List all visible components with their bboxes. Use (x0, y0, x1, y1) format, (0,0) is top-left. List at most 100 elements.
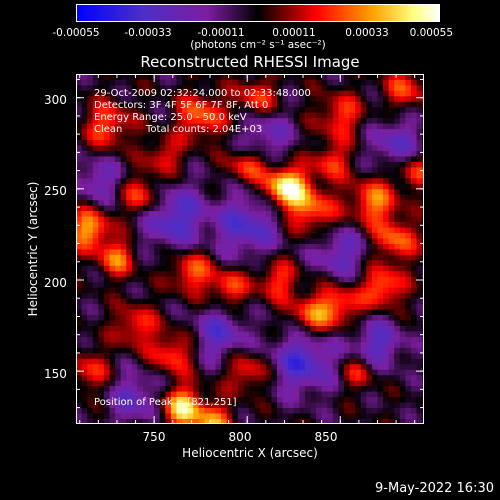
heatmap-cell (299, 172, 306, 179)
heatmap-cell (187, 95, 194, 102)
heatmap-cell (243, 331, 250, 337)
heatmap-cell (316, 309, 323, 316)
heatmap-cell (142, 259, 149, 266)
heatmap-cell (343, 95, 350, 102)
heatmap-cell (109, 281, 116, 288)
heatmap-cell (383, 292, 390, 299)
heatmap-cell (226, 352, 233, 359)
heatmap-cell (87, 177, 94, 184)
heatmap-cell (271, 210, 278, 217)
heatmap-cell (288, 139, 295, 146)
heatmap-cell (366, 413, 373, 419)
heatmap-cell (338, 90, 345, 97)
heatmap-cell (327, 407, 334, 414)
heatmap-cell (249, 216, 256, 223)
heatmap-cell (232, 314, 239, 321)
heatmap-cell (137, 270, 144, 277)
heatmap-cell (338, 396, 345, 403)
heatmap-cell (204, 331, 211, 337)
heatmap-cell (126, 194, 133, 201)
heatmap-cell (332, 216, 339, 223)
heatmap-cell (355, 358, 362, 365)
heatmap-cell (349, 238, 356, 244)
heatmap-cell (182, 84, 189, 91)
heatmap-cell (383, 161, 390, 168)
heatmap-cell (293, 243, 300, 250)
heatmap-cell (226, 336, 233, 343)
heatmap-cell (394, 336, 401, 343)
heatmap-cell (349, 402, 356, 408)
heatmap-cell (109, 243, 116, 250)
heatmap-cell (371, 402, 378, 408)
heatmap-cell (416, 177, 423, 184)
heatmap-cell (92, 216, 99, 223)
heatmap-cell (338, 331, 345, 337)
heatmap-cell (237, 205, 244, 212)
heatmap-cell (260, 216, 267, 223)
heatmap-cell (405, 341, 412, 348)
heatmap-cell (103, 249, 110, 255)
heatmap-cell (226, 265, 233, 272)
heatmap-cell (288, 106, 295, 113)
heatmap-cell (176, 347, 183, 354)
heatmap-cell (332, 259, 339, 266)
heatmap-cell (98, 243, 105, 250)
heatmap-cell (215, 369, 222, 376)
heatmap-cell (377, 292, 384, 299)
heatmap-cell (154, 183, 161, 190)
heatmap-cell (371, 150, 378, 157)
heatmap-cell (371, 112, 378, 119)
heatmap-cell (410, 117, 417, 124)
heatmap-cell (383, 227, 390, 233)
heatmap-cell (148, 254, 155, 261)
heatmap-cell (338, 325, 345, 332)
heatmap-cell (81, 194, 88, 201)
heatmap-cell (154, 276, 161, 283)
heatmap-cell (310, 254, 317, 261)
heatmap-cell (366, 205, 373, 212)
heatmap-cell (371, 369, 378, 376)
heatmap-cell (349, 265, 356, 272)
heatmap-cell (221, 259, 228, 266)
heatmap-cell (282, 265, 289, 272)
heatmap-cell (383, 210, 390, 217)
heatmap-cell (410, 369, 417, 376)
heatmap-cell (92, 418, 99, 424)
heatmap-cell (271, 270, 278, 277)
heatmap-cell (366, 259, 373, 266)
heatmap-cell (232, 101, 239, 108)
heatmap-cell (310, 101, 317, 108)
heatmap-cell (165, 123, 172, 130)
heatmap-cell (265, 336, 272, 343)
heatmap-cell (254, 243, 261, 250)
heatmap-cell (271, 216, 278, 223)
heatmap-cell (310, 177, 317, 184)
heatmap-cell (232, 325, 239, 332)
heatmap-cell (215, 303, 222, 310)
heatmap-cell (276, 188, 283, 195)
heatmap-cell (288, 309, 295, 316)
heatmap-cell (366, 216, 373, 223)
heatmap-cell (126, 221, 133, 228)
heatmap-cell (377, 216, 384, 223)
heatmap-cell (366, 101, 373, 108)
heatmap-cell (254, 265, 261, 272)
heatmap-cell (176, 134, 183, 141)
heatmap-cell (405, 254, 412, 261)
heatmap-cell (366, 407, 373, 414)
heatmap-cell (332, 183, 339, 190)
heatmap-cell (115, 199, 122, 206)
heatmap-cell (416, 101, 423, 108)
heatmap-cell (271, 265, 278, 272)
heatmap-cell (159, 90, 166, 97)
heatmap-cell (76, 205, 82, 212)
heatmap-cell (159, 166, 166, 173)
heatmap-cell (81, 106, 88, 113)
heatmap-cell (405, 166, 412, 173)
heatmap-cell (260, 391, 267, 398)
heatmap-cell (271, 413, 278, 419)
heatmap-cell (120, 238, 127, 244)
heatmap-cell (131, 227, 138, 233)
heatmap-cell (87, 123, 94, 130)
heatmap-cell (383, 243, 390, 250)
